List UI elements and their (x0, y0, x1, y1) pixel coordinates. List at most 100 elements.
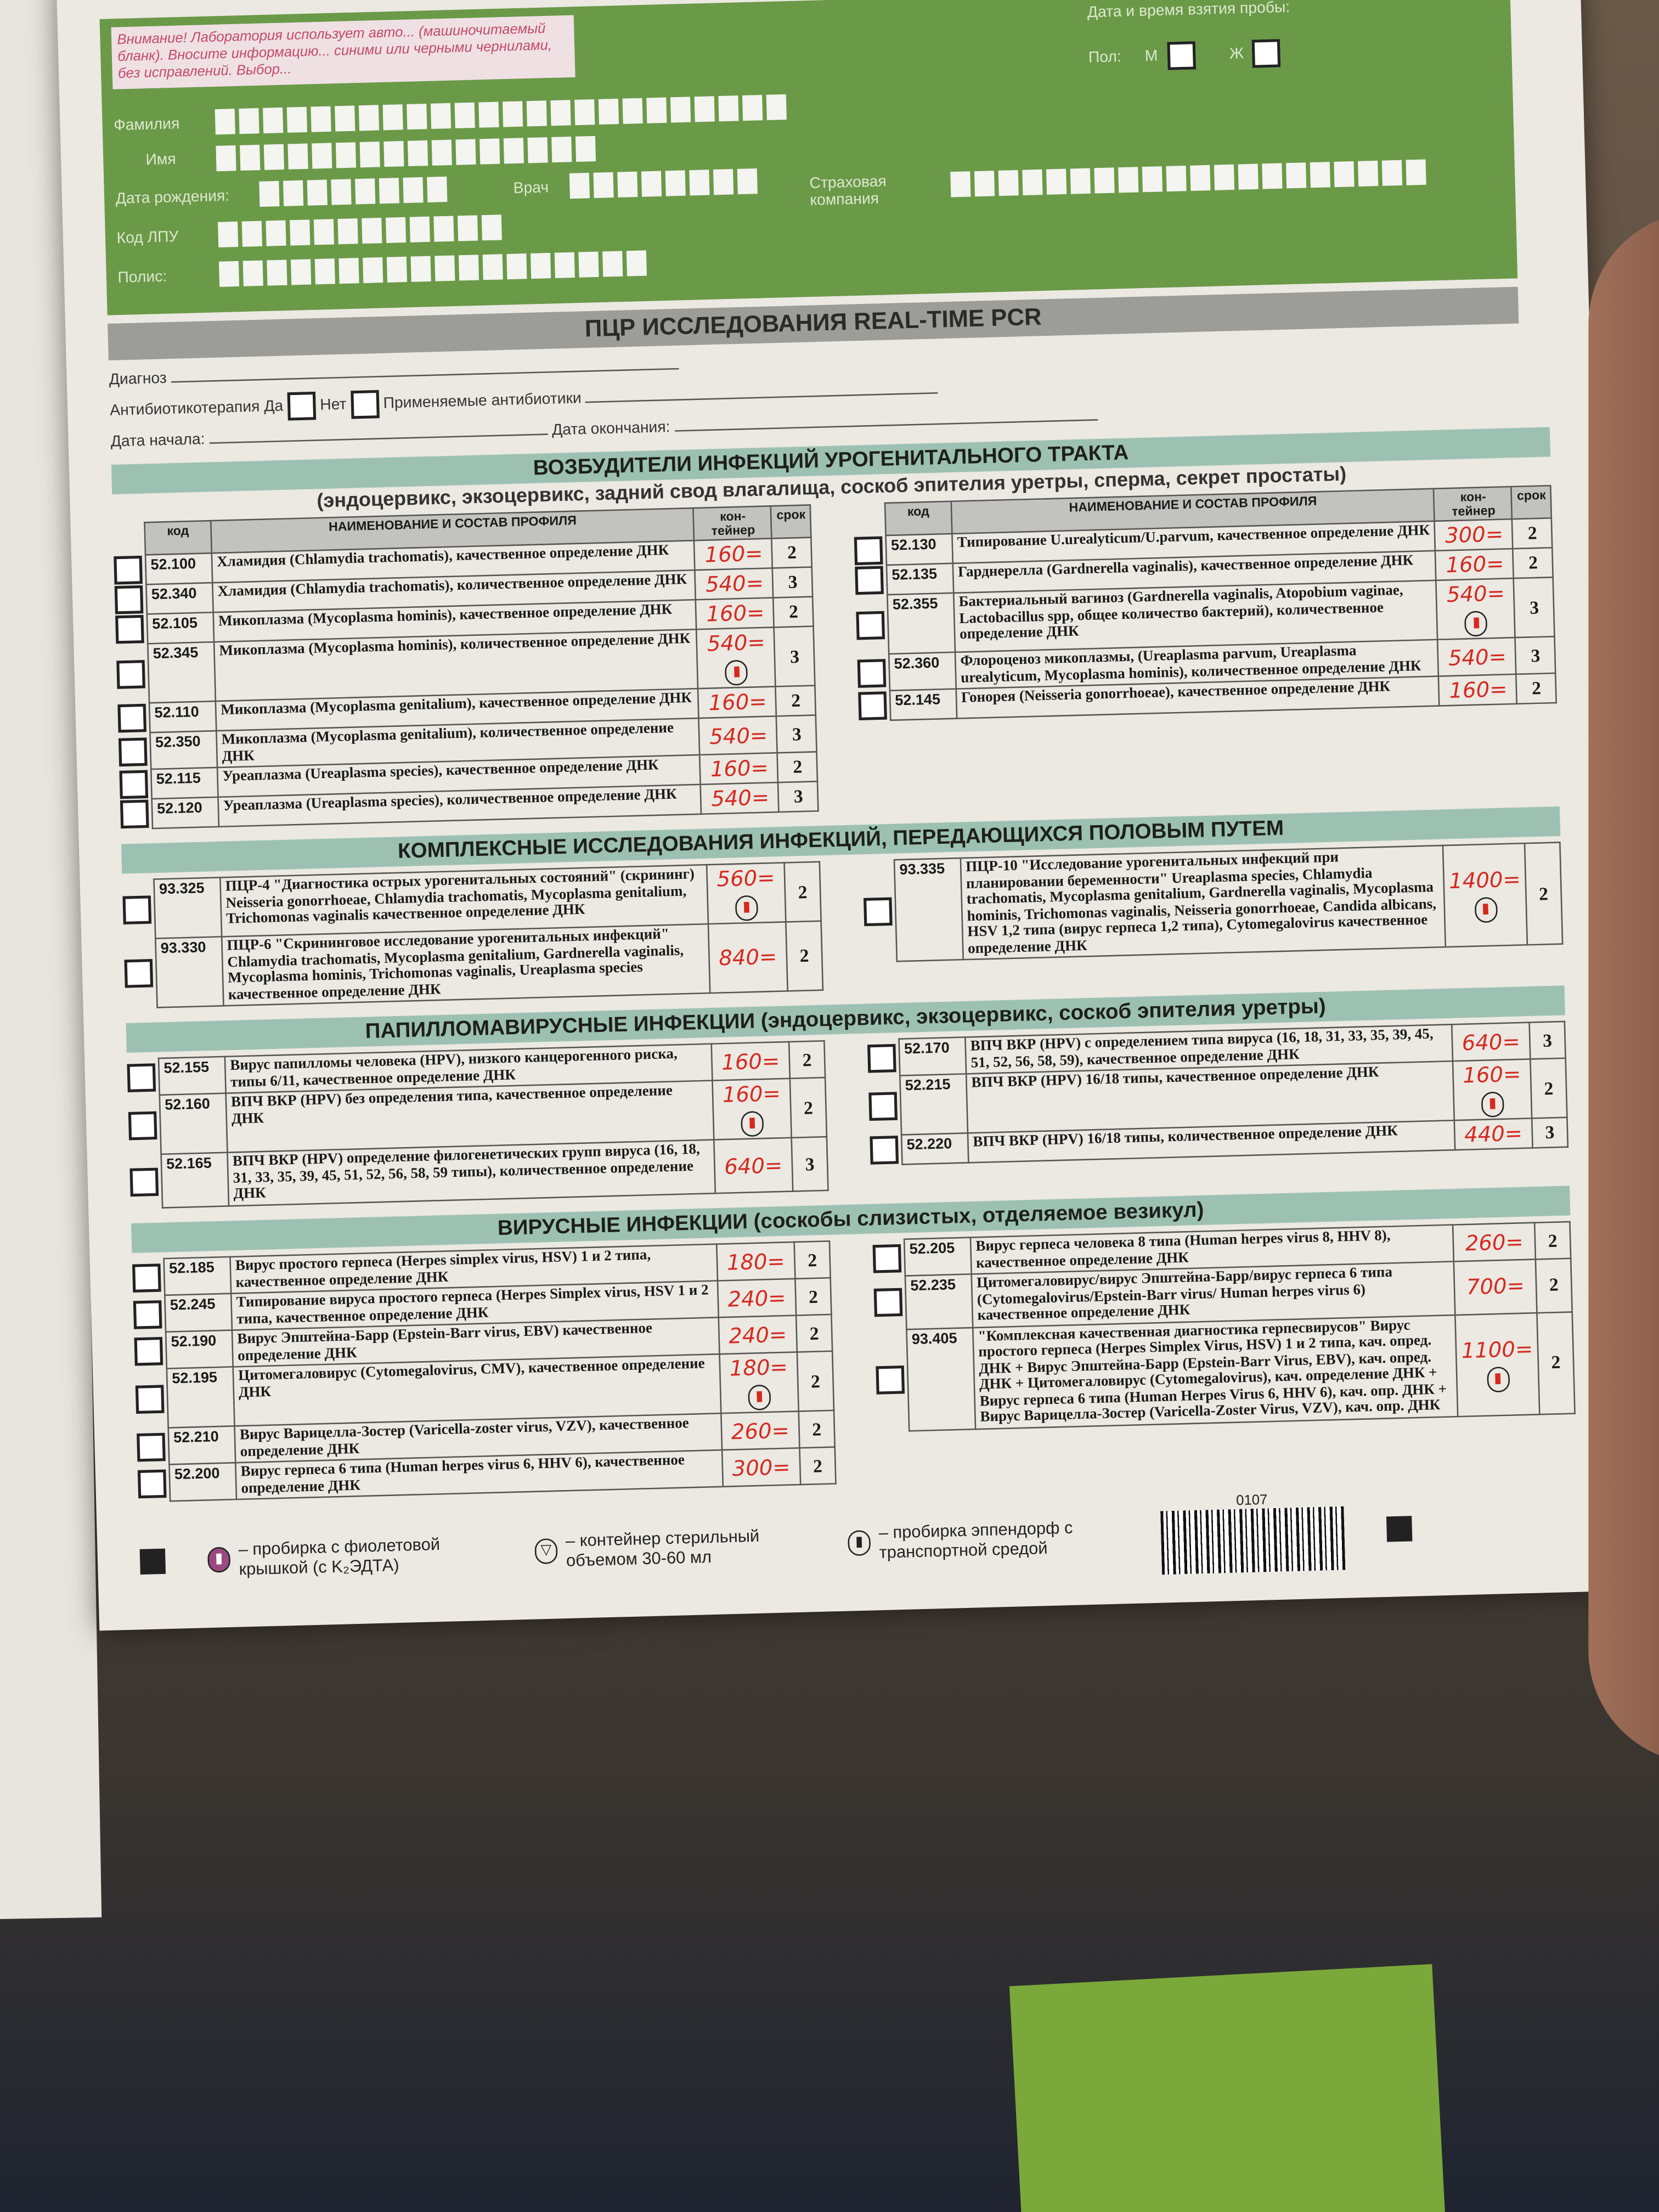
test-checkbox[interactable] (127, 1063, 156, 1092)
test-checkbox[interactable] (867, 1043, 896, 1073)
doctor-label: Врач (513, 179, 549, 198)
insurance-cells[interactable] (950, 159, 1426, 198)
test-checkbox[interactable] (114, 585, 144, 614)
test-checkbox[interactable] (876, 1365, 905, 1395)
test-code: 52.245 (165, 1294, 232, 1333)
test-code: 52.145 (889, 689, 957, 721)
legend: ▮ – пробирка с фиолетовой крышкой (с K₂ЭД… (139, 1486, 1579, 1602)
test-checkbox[interactable] (119, 770, 149, 799)
surname-cells[interactable] (215, 94, 787, 135)
test-checkbox[interactable] (114, 555, 143, 585)
test-checkbox[interactable] (128, 1111, 157, 1141)
test-checkbox[interactable] (137, 1469, 167, 1499)
container-header: кон-тейнер (693, 506, 772, 541)
test-checkbox[interactable] (873, 1288, 903, 1318)
test-checkbox[interactable] (857, 658, 887, 687)
turnaround-days: 2 (798, 1410, 835, 1449)
policy-cells[interactable] (218, 250, 647, 287)
test-checkbox[interactable] (115, 614, 144, 644)
handwritten-price: 260= (731, 1418, 790, 1445)
left-table: 93.325 ПЦР-4 "Диагностика острых урогенит… (122, 861, 824, 1009)
test-code: 52.120 (151, 797, 219, 829)
turnaround-days: 3 (778, 781, 819, 812)
purple-tube-icon: ▮ (207, 1547, 231, 1574)
antibiotic-yes-checkbox[interactable] (287, 391, 317, 421)
test-checkbox[interactable] (129, 1167, 159, 1197)
start-date-field[interactable] (209, 433, 548, 444)
sex-male-checkbox[interactable] (1167, 41, 1197, 70)
eppendorf-tube-icon: ▮ (848, 1531, 871, 1557)
test-checkbox[interactable] (116, 659, 145, 689)
turnaround-days: 3 (1515, 636, 1556, 675)
lpu-code-cells[interactable] (218, 215, 502, 247)
test-checkbox[interactable] (856, 610, 885, 640)
diagnosis-label: Диагноз (109, 370, 167, 389)
handwritten-price: 640= (1462, 1029, 1521, 1056)
test-checkbox[interactable] (124, 959, 154, 989)
test-checkbox[interactable] (854, 536, 883, 566)
test-checkbox[interactable] (870, 1136, 899, 1165)
antibiotic-no-checkbox[interactable] (350, 390, 380, 419)
turnaround-days: 3 (772, 567, 813, 598)
finger (1588, 211, 1659, 1764)
test-checkbox[interactable] (855, 566, 884, 595)
test-checkbox[interactable] (137, 1432, 166, 1462)
handwritten-price: 160= (708, 689, 768, 716)
test-checkbox[interactable] (122, 895, 152, 924)
section: ПАПИЛЛОМАВИРУСНЫЕ ИНФЕКЦИИ (эндоцервикс,… (126, 986, 1570, 1209)
end-date-field[interactable] (674, 419, 1098, 432)
left-table: 52.155 Вирус папилломы человека (HPV), ни… (127, 1041, 829, 1210)
start-date-label: Дата начала: (110, 431, 205, 451)
diagnosis-field[interactable] (171, 368, 679, 383)
turnaround-days: 3 (1529, 1022, 1566, 1060)
handwritten-price: 160= (1462, 1062, 1521, 1089)
corner-marker (139, 1549, 166, 1576)
test-checkbox[interactable] (117, 703, 147, 733)
term-header: срок (771, 505, 811, 539)
test-code: 52.355 (887, 592, 956, 654)
green-folder (1009, 1964, 1446, 2212)
doctor-cells[interactable] (569, 168, 758, 199)
test-checkbox[interactable] (134, 1336, 163, 1366)
right-table: 93.335 ПЦР-10 "Исследование урогенитальны… (862, 842, 1563, 963)
turnaround-days: 3 (774, 626, 815, 687)
turnaround-days: 2 (1530, 1058, 1567, 1119)
checkbox-col (853, 503, 885, 537)
sex-male-label: М (1144, 48, 1158, 65)
test-checkbox[interactable] (135, 1384, 165, 1414)
checkbox-col (113, 522, 145, 556)
term-header: срок (1511, 486, 1551, 520)
turnaround-days: 2 (1516, 673, 1556, 704)
handwritten-price: 300= (732, 1454, 791, 1482)
name-cells[interactable] (216, 136, 596, 172)
test-sections: ВОЗБУДИТЕЛИ ИНФЕКЦИЙ УРОГЕНИТАЛЬНОГО ТРА… (111, 427, 1577, 1503)
handwritten-price: 540= (1448, 643, 1507, 670)
sex-female-checkbox[interactable] (1251, 39, 1281, 68)
turnaround-days: 2 (1513, 548, 1553, 579)
test-code: 52.165 (161, 1153, 229, 1208)
handwritten-price: 300= (1444, 521, 1504, 549)
eppendorf-tube-icon: ▮ (748, 1385, 771, 1411)
test-checkbox[interactable] (863, 896, 893, 926)
barcode (1160, 1507, 1346, 1576)
test-checkbox[interactable] (868, 1091, 898, 1121)
turnaround-days: 2 (1537, 1311, 1575, 1415)
test-checkbox[interactable] (858, 691, 887, 721)
birth-date-cells[interactable] (259, 176, 448, 207)
sex-label: Пол: (1088, 48, 1122, 67)
test-checkbox[interactable] (120, 799, 149, 829)
test-checkbox[interactable] (132, 1263, 161, 1292)
handwritten-price: 1100= (1461, 1336, 1533, 1364)
handwritten-price: 160= (1448, 676, 1508, 704)
test-checkbox[interactable] (872, 1243, 902, 1273)
antibiotics-used-field[interactable] (585, 392, 939, 403)
test-checkbox[interactable] (133, 1300, 162, 1329)
code-header: код (884, 501, 952, 536)
handwritten-price: 540= (707, 629, 766, 657)
no-label: Нет (319, 396, 347, 414)
name-label: Имя (145, 151, 177, 169)
test-code: 52.210 (168, 1426, 236, 1465)
test-checkbox[interactable] (118, 737, 148, 766)
test-code: 52.115 (151, 768, 218, 799)
